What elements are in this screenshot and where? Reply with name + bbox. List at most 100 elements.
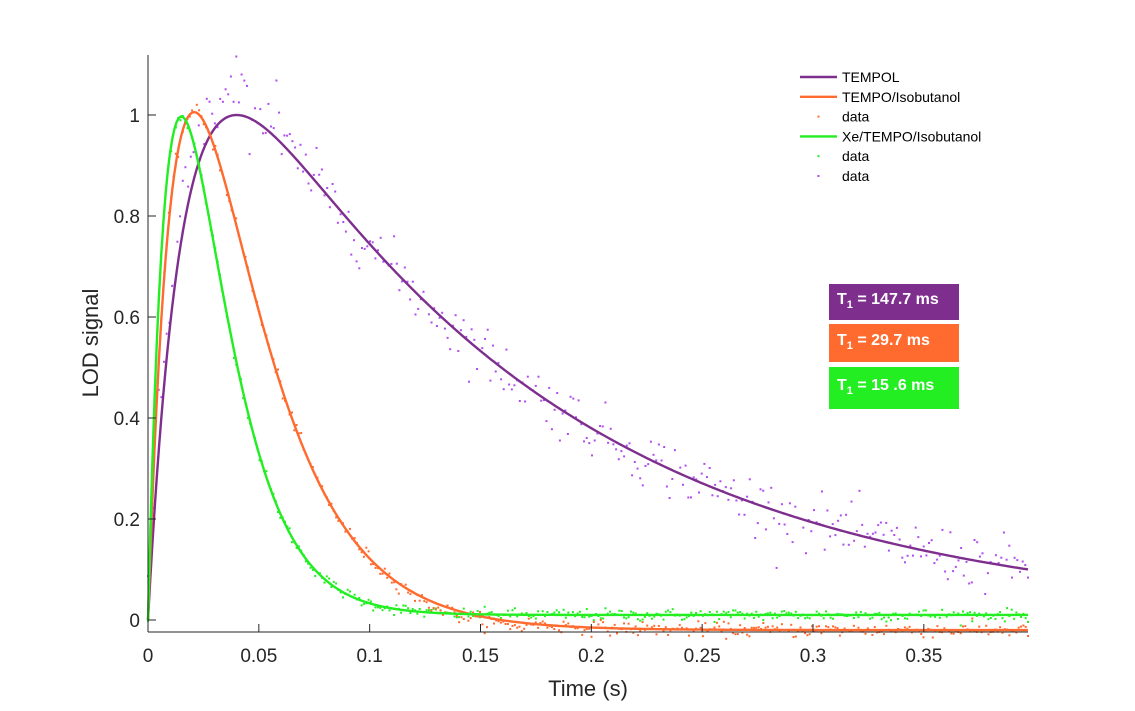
data-point — [754, 537, 757, 539]
data-point — [358, 267, 361, 270]
data-point — [787, 611, 790, 614]
data-point — [459, 329, 462, 332]
data-point — [776, 626, 779, 629]
data-point — [788, 502, 791, 505]
data-point — [427, 313, 430, 316]
data-point — [959, 632, 962, 635]
data-point — [558, 629, 560, 632]
data-point — [553, 611, 556, 614]
data-point — [743, 617, 746, 620]
data-point — [395, 588, 398, 591]
data-point — [411, 280, 414, 283]
data-point — [669, 611, 672, 614]
data-point — [481, 347, 484, 350]
legend-entry: data — [817, 109, 869, 125]
data-point — [850, 500, 853, 503]
data-point — [349, 527, 351, 530]
data-point — [730, 487, 733, 490]
data-point — [476, 609, 479, 612]
data-point — [664, 610, 667, 613]
data-point — [398, 289, 401, 292]
data-point — [783, 523, 786, 526]
data-point — [681, 618, 683, 621]
data-point — [1003, 620, 1006, 623]
data-point — [537, 610, 540, 613]
data-point — [625, 444, 628, 447]
data-point — [296, 167, 299, 170]
data-point — [780, 623, 783, 626]
data-point — [665, 485, 668, 488]
data-point — [508, 383, 511, 386]
data-point — [585, 608, 588, 611]
data-point — [999, 626, 1002, 629]
data-point — [588, 442, 591, 445]
data-point — [732, 479, 735, 482]
data-point — [195, 103, 198, 106]
data-point — [770, 486, 773, 489]
data-point — [344, 530, 347, 533]
data-point — [495, 619, 498, 622]
data-point — [400, 611, 403, 614]
data-point — [551, 626, 553, 629]
data-point — [414, 313, 417, 316]
data-point — [511, 624, 514, 627]
data-point — [281, 397, 284, 400]
data-point — [864, 632, 867, 635]
data-point — [701, 635, 704, 638]
data-point — [802, 526, 805, 529]
data-point — [746, 633, 749, 636]
data-point — [320, 168, 323, 171]
data-point — [288, 133, 291, 136]
data-point — [216, 126, 219, 129]
data-point — [954, 565, 957, 568]
data-point — [895, 526, 898, 529]
y-tick-label: 0.4 — [114, 409, 141, 430]
data-point — [673, 449, 676, 452]
data-point — [885, 521, 888, 524]
data-point — [609, 610, 612, 613]
data-point — [443, 327, 446, 330]
data-point — [1027, 576, 1029, 579]
data-point — [804, 617, 807, 620]
legend-label: TEMPOL — [842, 69, 900, 85]
data-point — [355, 260, 358, 263]
data-point — [639, 477, 642, 480]
data-point — [657, 625, 660, 627]
data-point — [871, 616, 874, 619]
data-point — [513, 607, 516, 610]
legend-label: data — [842, 168, 869, 184]
data-point — [716, 495, 719, 498]
data-point — [596, 432, 599, 435]
data-point — [713, 626, 716, 629]
data-point — [518, 625, 521, 628]
data-point — [985, 624, 988, 627]
data-point — [904, 561, 906, 564]
data-point — [423, 615, 426, 618]
data-point — [655, 633, 658, 636]
data-point — [229, 75, 232, 78]
data-point — [938, 554, 941, 557]
data-point — [964, 625, 967, 628]
data-point — [653, 615, 656, 618]
data-point — [438, 316, 441, 319]
data-point — [1002, 531, 1005, 534]
data-point — [962, 574, 965, 577]
data-point — [1017, 626, 1020, 629]
data-point — [794, 610, 797, 613]
data-point — [946, 578, 949, 581]
y-tick-label: 1 — [129, 106, 140, 127]
data-point — [994, 617, 997, 620]
data-point — [917, 536, 920, 539]
data-point — [734, 633, 737, 636]
data-point — [829, 616, 832, 619]
data-point — [407, 591, 410, 594]
data-point — [741, 612, 744, 615]
data-point — [546, 626, 549, 629]
data-point — [821, 490, 823, 493]
data-point — [616, 632, 618, 635]
data-point — [409, 593, 412, 596]
data-point — [163, 360, 165, 363]
data-point — [695, 478, 698, 481]
data-point — [427, 609, 430, 612]
data-point — [479, 611, 481, 613]
